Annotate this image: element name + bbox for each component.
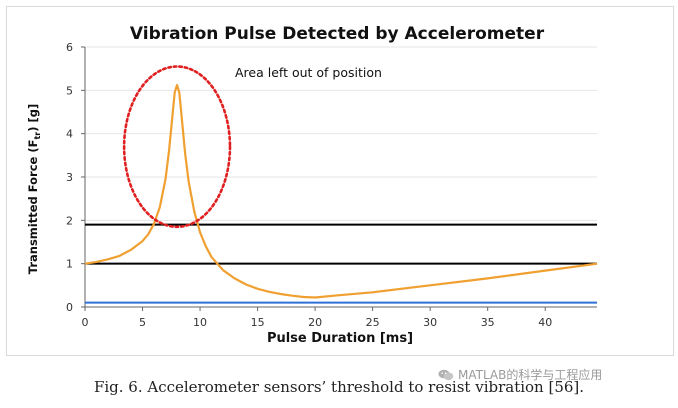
x-tick-label: 35 — [481, 316, 495, 329]
y-axis-label-sub: tr — [33, 132, 42, 140]
x-tick-label: 20 — [308, 316, 322, 329]
y-tick-label: 0 — [66, 301, 73, 314]
y-axis-label-main: Transmitted Force (F — [26, 140, 40, 275]
figure-caption: Fig. 6. Accelerometer sensors’ threshold… — [93, 378, 585, 396]
y-tick-label: 6 — [66, 41, 73, 54]
x-tick-label: 0 — [82, 316, 89, 329]
series-line — [84, 84, 598, 299]
x-tick-label: 40 — [538, 316, 552, 329]
highlight-ellipse — [122, 65, 232, 229]
y-tick-label: 2 — [66, 214, 73, 227]
x-axis-label: Pulse Duration [ms] — [267, 331, 413, 346]
plot-area: 0 1 2 3 4 5 6 0 5 10 15 20 25 30 35 40 — [66, 41, 598, 329]
watermark-text: MATLAB的科学与工程应用 — [458, 368, 603, 382]
x-tick-label: 10 — [193, 316, 207, 329]
y-axis-label: Transmitted Force (Ftr) [g] — [26, 104, 42, 275]
y-tick-label: 3 — [66, 171, 73, 184]
y-axis-label-suffix: ) [g] — [26, 104, 40, 132]
chart-title: Vibration Pulse Detected by Acceleromete… — [130, 24, 545, 44]
y-tick-label: 1 — [66, 258, 73, 271]
x-tick-label: 30 — [423, 316, 437, 329]
x-tick-label: 15 — [251, 316, 265, 329]
y-tick-label: 4 — [66, 128, 73, 141]
wechat-icon — [438, 369, 454, 381]
chart: Vibration Pulse Detected by Acceleromete… — [26, 24, 598, 346]
figure-frame: Vibration Pulse Detected by Acceleromete… — [6, 6, 674, 356]
x-tick-label: 5 — [139, 316, 146, 329]
annotation-text: Area left out of position — [235, 65, 382, 80]
x-tick-label: 25 — [366, 316, 380, 329]
watermark: MATLAB的科学与工程应用 — [438, 366, 602, 383]
y-tick-label: 5 — [66, 84, 73, 97]
